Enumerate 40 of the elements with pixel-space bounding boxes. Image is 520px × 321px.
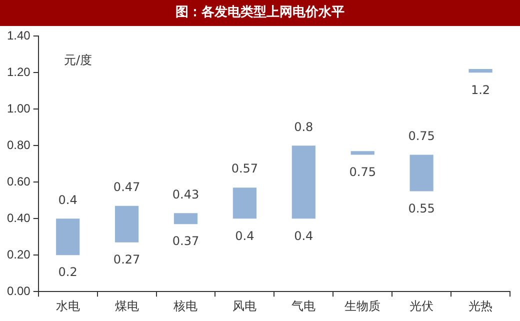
y-tick-label: 0.00 <box>6 284 31 298</box>
bar <box>115 206 139 242</box>
chart-title: 图：各发电类型上网电价水平 <box>0 0 520 26</box>
annotation: 1.2 <box>470 82 490 97</box>
y-tick-label: 0.20 <box>6 247 31 262</box>
y-tick-label: 1.20 <box>6 65 31 79</box>
y-tick-label: 0.80 <box>6 138 31 152</box>
x-tick-label: 光伏 <box>410 299 434 314</box>
y-tick-label: 1.00 <box>6 101 31 116</box>
x-tick-label: 光热 <box>468 299 493 314</box>
annotation: 0.2 <box>58 265 78 280</box>
annotation: 0.8 <box>294 120 314 134</box>
x-tick-label: 煤电 <box>114 299 139 314</box>
annotation: 0.47 <box>113 180 140 194</box>
x-tick-label: 气电 <box>292 299 316 314</box>
bar <box>410 154 434 192</box>
y-axis-title: 元/度 <box>64 52 92 69</box>
bar <box>292 146 316 219</box>
x-tick-label: 风电 <box>232 299 257 314</box>
y-tick-label: 1.40 <box>6 28 31 43</box>
annotation: 0.55 <box>408 201 435 216</box>
annotation: 0.43 <box>172 187 200 202</box>
x-tick-label: 核电 <box>172 299 198 314</box>
y-tick-label: 0.40 <box>6 210 31 225</box>
annotation: 0.75 <box>408 128 435 143</box>
y-tick-label: 0.60 <box>6 174 31 188</box>
bar <box>56 218 80 256</box>
annotation: 0.57 <box>231 162 258 176</box>
annotation: 0.4 <box>294 228 314 243</box>
annotation: 0.4 <box>58 192 78 207</box>
bar <box>350 151 374 155</box>
annotation: 0.4 <box>235 228 254 243</box>
x-tick-label: 水电 <box>56 299 80 314</box>
annotation: 0.75 <box>349 164 376 179</box>
bar <box>468 69 492 73</box>
annotation: 0.37 <box>172 234 200 248</box>
bar <box>174 213 198 224</box>
bar <box>232 188 256 219</box>
x-tick-label: 生物质 <box>344 299 381 314</box>
annotation: 0.27 <box>113 252 140 266</box>
